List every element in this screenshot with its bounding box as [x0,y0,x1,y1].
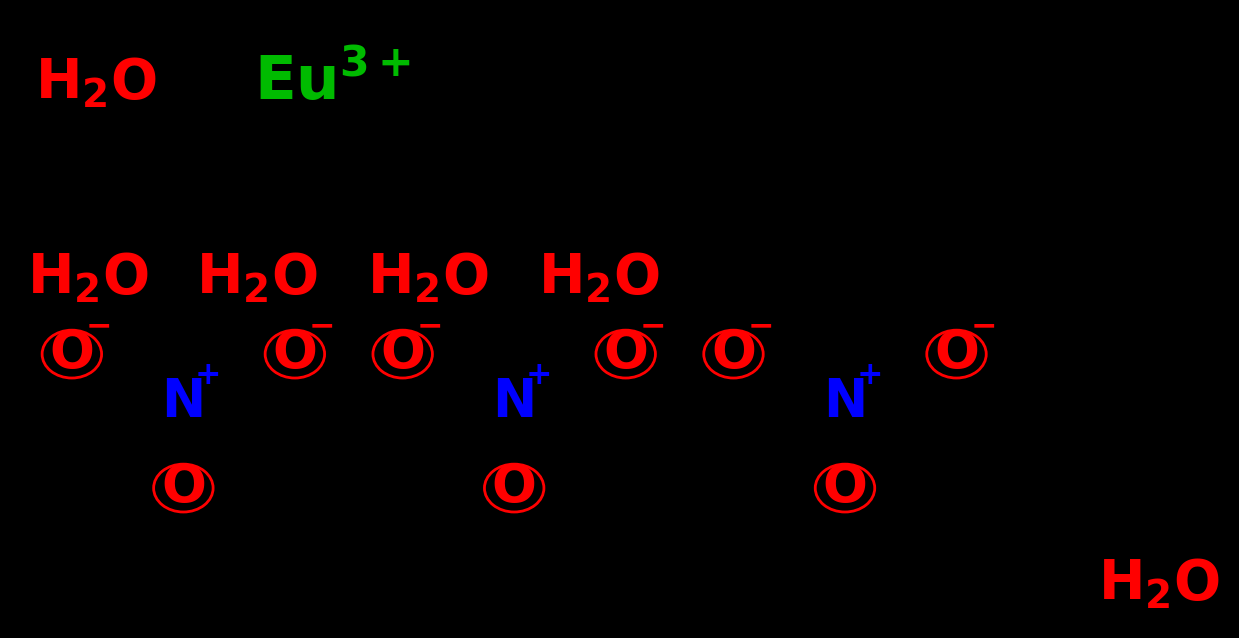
Text: +: + [856,360,883,390]
Text: −: − [416,312,444,343]
Text: O: O [823,462,867,514]
Text: $\mathbf{H_2O}$: $\mathbf{H_2O}$ [27,251,149,304]
Text: +: + [195,360,222,390]
Text: $\mathbf{H_2O}$: $\mathbf{H_2O}$ [538,251,659,304]
Text: N: N [161,376,206,428]
Text: N: N [492,376,536,428]
Text: $\mathbf{Eu^{3+}}$: $\mathbf{Eu^{3+}}$ [254,53,411,113]
Text: $\mathbf{H_2O}$: $\mathbf{H_2O}$ [1098,557,1219,611]
Text: $\mathbf{H_2O}$: $\mathbf{H_2O}$ [35,56,156,110]
Text: +: + [525,360,553,390]
Text: $\mathbf{H_2O}$: $\mathbf{H_2O}$ [196,251,317,304]
Text: O: O [161,462,206,514]
Text: −: − [85,312,113,343]
Text: O: O [934,328,979,380]
Text: −: − [639,312,667,343]
Text: O: O [492,462,536,514]
Text: O: O [273,328,317,380]
Text: O: O [603,328,648,380]
Text: O: O [50,328,94,380]
Text: O: O [711,328,756,380]
Text: −: − [747,312,774,343]
Text: −: − [309,312,336,343]
Text: $\mathbf{H_2O}$: $\mathbf{H_2O}$ [367,251,488,304]
Text: −: − [970,312,997,343]
Text: O: O [380,328,425,380]
Text: N: N [823,376,867,428]
